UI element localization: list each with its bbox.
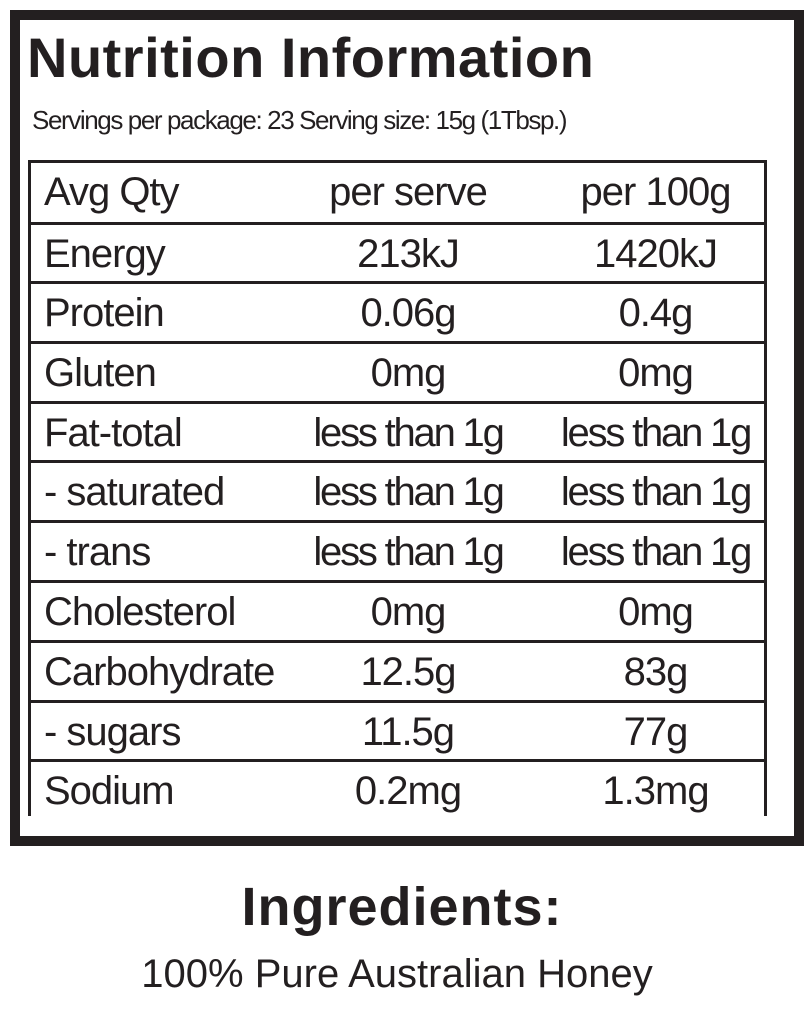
row-label: Fat-total	[44, 411, 183, 455]
row-label: Energy	[44, 232, 166, 276]
row-label: Protein	[44, 291, 165, 335]
row-per-serve: less than 1g	[313, 411, 505, 455]
table-row: Fat-total less than 1g less than 1g	[28, 401, 767, 458]
header-divider	[28, 160, 767, 163]
table-header-row: Avg Qty per serve per 100g	[28, 163, 767, 220]
row-per-serve: less than 1g	[313, 530, 505, 574]
table-right-border	[764, 163, 767, 816]
servings-info: Servings per package: 23 Serving size: 1…	[32, 105, 568, 135]
row-per-100g: 1.3mg	[602, 769, 709, 813]
row-per-serve: 0mg	[370, 590, 447, 634]
header-per-100g: per 100g	[580, 170, 732, 214]
row-label: - sugars	[44, 710, 181, 754]
table-row: Energy 213kJ 1420kJ	[28, 222, 767, 279]
nutrition-panel	[10, 10, 804, 846]
row-label: Sodium	[44, 769, 175, 813]
row-per-100g: 0mg	[618, 351, 694, 395]
row-per-serve: 0mg	[370, 351, 447, 395]
row-per-100g: less than 1g	[560, 530, 753, 574]
header-label: Avg Qty	[44, 170, 180, 214]
row-per-100g: less than 1g	[560, 411, 753, 455]
ingredients-text: 100% Pure Australian Honey	[141, 952, 653, 996]
table-left-border	[28, 163, 31, 816]
table-row: Protein 0.06g 0.4g	[28, 281, 767, 338]
table-row: Sodium 0.2mg 1.3mg	[28, 759, 767, 816]
header-per-serve: per serve	[329, 170, 488, 214]
table-row: Gluten 0mg 0mg	[28, 341, 767, 398]
row-label: Carbohydrate	[44, 650, 275, 694]
row-label: - saturated	[44, 470, 225, 514]
ingredients-title: Ingredients:	[241, 877, 563, 937]
table-row: - sugars 11.5g 77g	[28, 700, 767, 757]
row-per-100g: less than 1g	[560, 470, 753, 514]
row-per-serve: less than 1g	[313, 470, 505, 514]
row-per-100g: 77g	[623, 710, 689, 754]
row-per-serve: 0.06g	[360, 291, 456, 335]
row-per-100g: 1420kJ	[594, 232, 718, 276]
nutrition-title: Nutrition Information	[27, 26, 595, 89]
row-per-serve: 0.2mg	[354, 769, 462, 813]
table-row: Carbohydrate 12.5g 83g	[28, 640, 767, 697]
row-per-serve: 213kJ	[357, 232, 460, 276]
row-per-100g: 0mg	[618, 590, 694, 634]
row-label: - trans	[44, 530, 151, 574]
row-per-100g: 83g	[623, 650, 689, 694]
row-per-serve: 12.5g	[360, 650, 456, 694]
table-row: - saturated less than 1g less than 1g	[28, 460, 767, 517]
table-row: - trans less than 1g less than 1g	[28, 520, 767, 577]
table-row: Cholesterol 0mg 0mg	[28, 580, 767, 637]
row-label: Cholesterol	[44, 590, 236, 634]
row-per-serve: 11.5g	[361, 710, 455, 754]
row-per-100g: 0.4g	[618, 291, 694, 335]
row-label: Gluten	[44, 351, 157, 395]
